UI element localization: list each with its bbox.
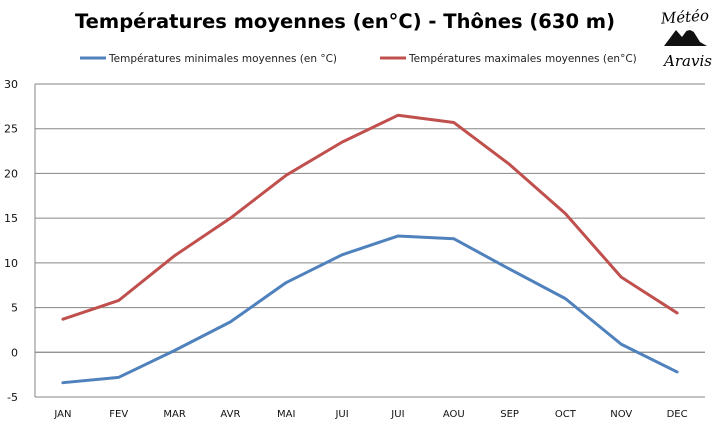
x-tick-label: AVR (220, 409, 240, 420)
x-tick-label: MAR (163, 409, 185, 420)
x-tick-labels: JAN FEV MAR AVR MAI JUI JUI AOU SEP OCT NOV DEC (53, 409, 687, 420)
gridlines (35, 83, 705, 398)
y-tick-label: 5 (11, 302, 18, 315)
y-tick-label: -5 (7, 391, 18, 404)
y-tick-label: 30 (4, 78, 18, 91)
y-tick-label: 0 (11, 346, 18, 359)
x-tick-label: DEC (667, 409, 688, 420)
y-tick-label: 15 (4, 212, 18, 225)
x-tick-label: MAI (277, 409, 295, 420)
mountain-icon (664, 26, 707, 46)
legend-label-min: Températures minimales moyennes (en °C) (108, 53, 337, 65)
legend-label-max: Températures maximales moyennes (en°C) (408, 53, 637, 65)
mountain-snow-icon (686, 26, 694, 32)
legend: Températures minimales moyennes (en °C) … (80, 53, 637, 65)
x-tick-label: JAN (53, 409, 71, 420)
series-line-min (61, 234, 679, 385)
series-line-max (61, 113, 679, 321)
series-lines (61, 113, 679, 385)
y-tick-label: 10 (4, 257, 18, 270)
x-tick-label: OCT (555, 409, 577, 420)
x-tick-label: AOU (443, 409, 465, 420)
x-tick-label: NOV (610, 409, 632, 420)
y-tick-label: 25 (4, 123, 18, 136)
x-tick-label: JUI (334, 409, 348, 420)
chart-title: Températures moyennes (en°C) - Thônes (6… (75, 10, 615, 33)
x-tick-label: SEP (500, 409, 519, 420)
logo-text-aravis: Aravis (662, 52, 712, 70)
logo: Météo Aravis (659, 6, 712, 70)
y-tick-labels: 30 25 20 15 10 5 0 -5 (4, 78, 18, 404)
x-tick-label: JUI (390, 409, 404, 420)
x-tick-label: FEV (109, 409, 128, 420)
y-tick-label: 20 (4, 167, 18, 180)
logo-text-meteo: Météo (659, 6, 709, 27)
